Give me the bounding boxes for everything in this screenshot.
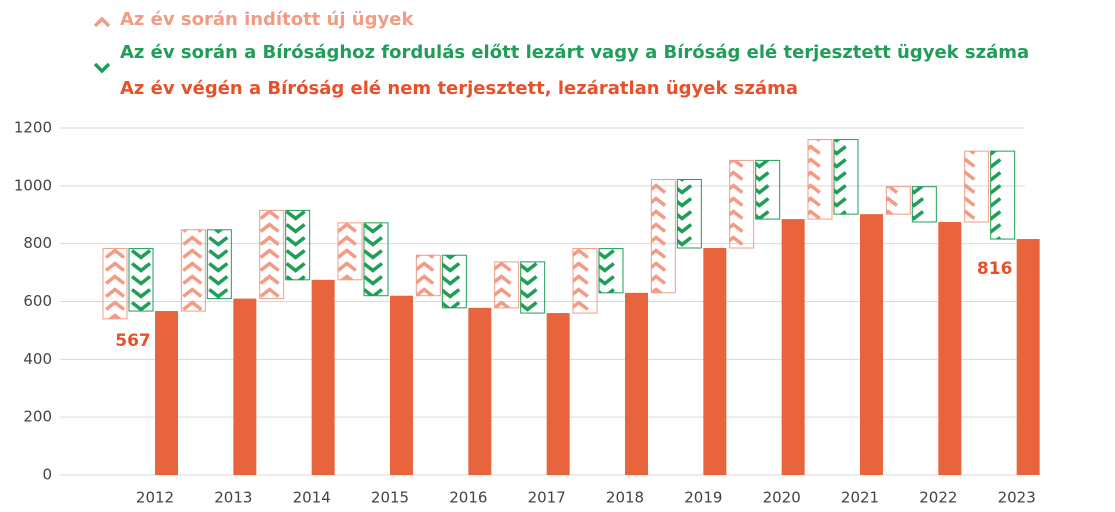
- y-tick-label: 800: [23, 234, 52, 252]
- closed-cases-box: [598, 248, 624, 294]
- new-cases-box: [807, 139, 833, 220]
- new-cases-box: [494, 261, 520, 309]
- y-tick-label: 400: [23, 350, 52, 368]
- closed-cases-box: [206, 229, 232, 300]
- closed-cases-box: [128, 248, 154, 312]
- bar: [546, 313, 570, 475]
- bar: [390, 295, 413, 475]
- closed-cases-box: [363, 222, 389, 297]
- new-cases-box: [259, 209, 285, 300]
- closed-cases-box: [833, 139, 859, 215]
- legend-icon: [93, 62, 111, 74]
- closed-cases-box: [285, 209, 311, 281]
- legend: [93, 16, 111, 74]
- bar: [938, 221, 962, 475]
- y-tick-label: 1200: [14, 119, 52, 137]
- x-tick-label: 2020: [763, 489, 801, 507]
- legend-label: Az év során a Bírósághoz fordulás előtt …: [120, 42, 1029, 63]
- x-tick-label: 2022: [919, 489, 957, 507]
- bar: [468, 307, 492, 475]
- bar: [155, 311, 178, 475]
- x-tick-label: 2013: [214, 489, 252, 507]
- bar: [233, 298, 257, 475]
- legend-label: Az év során indított új ügyek: [120, 9, 414, 30]
- new-cases-box: [102, 248, 128, 320]
- legend-label: Az év végén a Bíróság elé nem terjesztet…: [120, 78, 798, 99]
- bar: [1016, 239, 1040, 475]
- x-tick-label: 2014: [293, 489, 331, 507]
- closed-cases-box: [990, 150, 1016, 240]
- y-tick-label: 200: [23, 408, 52, 426]
- y-tick-label: 0: [42, 466, 52, 484]
- bar: [311, 279, 335, 475]
- closed-cases-box: [520, 261, 546, 314]
- x-tick-label: 2012: [136, 489, 174, 507]
- legend-icon: [93, 16, 111, 28]
- x-tick-label: 2021: [841, 489, 879, 507]
- x-tick-label: 2016: [449, 489, 487, 507]
- x-tick-label: 2019: [684, 489, 722, 507]
- closed-cases-box: [441, 254, 467, 309]
- new-cases-box: [650, 178, 676, 294]
- data-label: 567: [115, 331, 151, 351]
- bar: [781, 219, 805, 475]
- data-label: 816: [977, 259, 1013, 279]
- x-tick-label: 2017: [528, 489, 566, 507]
- closed-cases-box: [755, 159, 781, 220]
- y-tick-label: 600: [23, 292, 52, 310]
- new-cases-box: [572, 248, 598, 314]
- bar: [860, 214, 883, 475]
- x-tick-label: 2015: [371, 489, 409, 507]
- x-tick-label: 2023: [998, 489, 1036, 507]
- new-cases-box: [964, 150, 990, 223]
- new-cases-box: [180, 229, 206, 312]
- y-tick-label: 1000: [14, 176, 52, 194]
- new-cases-box: [885, 186, 911, 215]
- new-cases-box: [729, 159, 755, 249]
- closed-cases-box: [676, 178, 702, 249]
- x-tick-label: 2018: [606, 489, 644, 507]
- bar: [703, 248, 727, 475]
- closed-cases-box: [911, 186, 937, 223]
- new-cases-box: [415, 254, 441, 297]
- new-cases-box: [337, 222, 363, 281]
- bar: [625, 292, 648, 475]
